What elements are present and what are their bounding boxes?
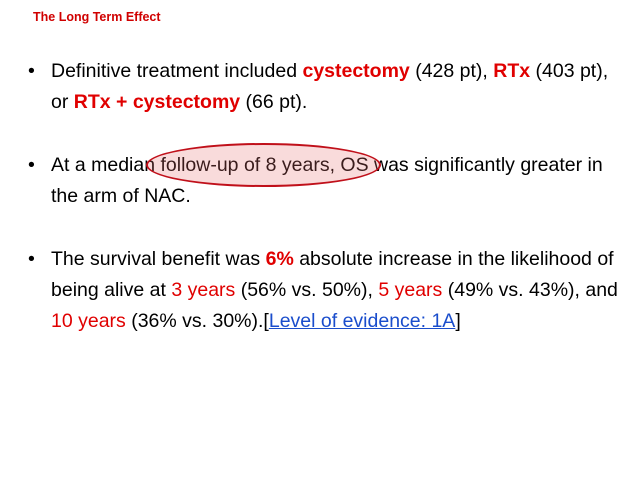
bullet-marker: • bbox=[28, 154, 35, 176]
bullet-text: At a median bbox=[51, 154, 161, 176]
bullet-text: OS was significantly greater in the arm … bbox=[51, 154, 603, 207]
bullet-text: (403 pt), or bbox=[51, 60, 609, 113]
highlighted-text: follow-up of 8 years, bbox=[160, 154, 335, 176]
bullet-marker: • bbox=[28, 248, 35, 270]
level-of-evidence-link[interactable]: Level of evidence: 1A bbox=[268, 310, 456, 332]
highlighted-phrase: follow-up of 8 years, bbox=[146, 143, 382, 187]
bullet-text: (36% vs. 30%).[ bbox=[125, 310, 269, 332]
emphasis-rtx: RTx bbox=[493, 60, 531, 82]
bullet-list: • Definitive treatment included cystecto… bbox=[28, 56, 618, 369]
bullet-marker: • bbox=[28, 60, 35, 82]
bullet-text: (428 pt), bbox=[409, 60, 494, 82]
emphasis-6-percent: 6% bbox=[265, 248, 294, 270]
bullet-survival-benefit: • The survival benefit was 6% absolute i… bbox=[28, 244, 618, 337]
bullet-text: (56% vs. 50%), bbox=[235, 279, 379, 301]
emphasis-cystectomy: cystectomy bbox=[302, 60, 410, 82]
slide-title: The Long Term Effect bbox=[33, 10, 161, 24]
bullet-text: (49% vs. 43%), and bbox=[442, 279, 618, 301]
bullet-text: ] bbox=[455, 310, 461, 332]
bullet-text: absolute increase in the likelihood of b… bbox=[51, 248, 614, 301]
bullet-text: The survival benefit was bbox=[51, 248, 266, 270]
emphasis-rtx-cystectomy: RTx + cystectomy bbox=[73, 91, 241, 113]
bullet-follow-up: • At a median follow-up of 8 years, OS w… bbox=[28, 143, 618, 212]
bullet-text: (66 pt). bbox=[240, 91, 308, 113]
emphasis-3-years: 3 years bbox=[171, 279, 236, 301]
bullet-treatment: • Definitive treatment included cystecto… bbox=[28, 56, 618, 118]
emphasis-10-years: 10 years bbox=[51, 310, 126, 332]
bullet-text: Definitive treatment included bbox=[51, 60, 303, 82]
emphasis-5-years: 5 years bbox=[378, 279, 443, 301]
